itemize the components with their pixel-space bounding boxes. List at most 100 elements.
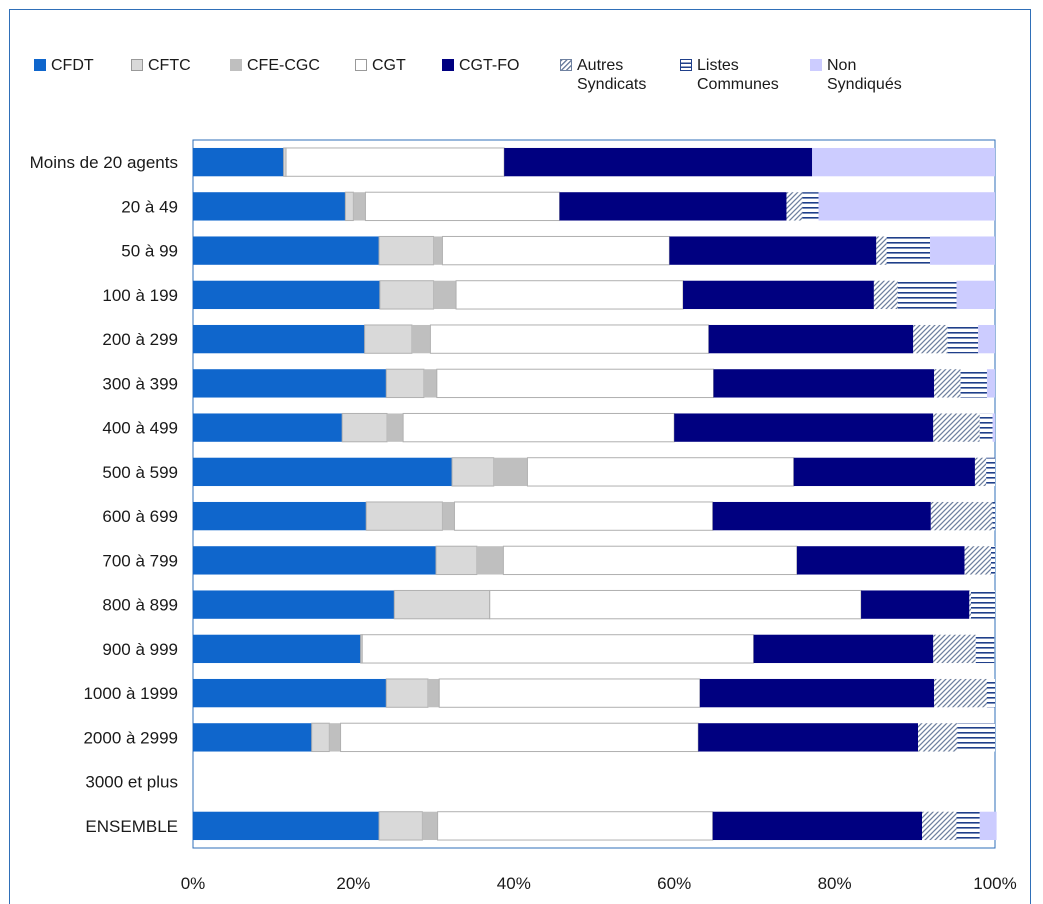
bar-group-600-à-699 [193, 501, 995, 531]
bar-segment-cfdt [193, 811, 380, 841]
bar-segment-listes-communes [956, 811, 980, 841]
bar-segment-cgt [340, 722, 699, 753]
bar-segment-non-syndiqués [992, 413, 995, 442]
legend-swatch [560, 59, 572, 71]
bar-segment-non-syndiqués [986, 369, 995, 398]
bar-segment-cfe-cgc [427, 678, 440, 708]
bar-segment-cgt-fo [712, 501, 931, 531]
y-tick-label: 300 à 399 [102, 374, 178, 393]
bar-segment-cftc [311, 722, 330, 753]
bar-segment-cfdt [193, 324, 365, 354]
bar-segment-cftc [393, 589, 491, 620]
bar-segment-cftc [378, 811, 423, 841]
bar-segment-cgt [364, 191, 561, 222]
bar-segment-autres-syndicats [934, 369, 961, 398]
x-tick-label: 0% [181, 874, 206, 893]
bar-segment-cgt [437, 811, 714, 841]
bar-segment-cftc [435, 545, 478, 576]
legend-label: CFDT [51, 57, 94, 74]
bar-segment-cftc [451, 457, 495, 487]
bar-segment-listes-communes [986, 457, 995, 487]
bar-group-1000-à-1999 [193, 678, 995, 708]
bar-group-800-à-899 [193, 589, 995, 620]
bar-segment-cgt-fo [504, 147, 813, 177]
y-tick-label: 20 à 49 [121, 197, 178, 216]
bar-segment-cfdt [193, 546, 437, 575]
legend-item-non-syndiqués: Non Syndiqués [810, 56, 902, 94]
bar-segment-cfe-cgc [442, 501, 455, 531]
bar-segment-cfe-cgc [387, 413, 404, 442]
legend-swatch [131, 59, 143, 71]
legend-swatch [34, 59, 46, 71]
bar-segment-cgt [429, 324, 710, 354]
bar-segment-listes-communes [947, 324, 979, 354]
y-tick-label: 200 à 299 [102, 330, 178, 349]
bar-segment-cfdt [193, 147, 284, 177]
bar-segment-cfdt [193, 413, 343, 442]
bar-segment-cfdt [193, 236, 380, 265]
legend-label: Autres Syndicats [577, 57, 647, 93]
bar-segment-autres-syndicats [974, 457, 987, 487]
bar-segment-autres-syndicats [873, 280, 898, 310]
legend-swatch [680, 59, 692, 71]
x-tick-label: 40% [497, 874, 531, 893]
bar-segment-cgt [502, 545, 798, 576]
bar-segment-cfe-cgc [423, 369, 437, 398]
legend-label: CFTC [148, 57, 191, 74]
bar-segment-cgt-fo [674, 413, 934, 442]
bar-segment-listes-communes [957, 723, 995, 752]
bar-segment-listes-communes [886, 236, 931, 265]
bar-segment-listes-communes [990, 546, 995, 575]
bar-group-700-à-799 [193, 545, 995, 576]
legend-item-listes-communes: Listes Communes [680, 56, 779, 94]
bar-segment-listes-communes [960, 369, 987, 398]
bar-segment-cgt [455, 280, 684, 310]
bar-segment-cgt [453, 501, 714, 531]
bar-group-100-à-199 [193, 280, 995, 310]
bar-segment-autres-syndicats [933, 634, 976, 664]
bar-segment-cfdt [193, 369, 387, 398]
bar-segment-cfe-cgc [329, 723, 341, 752]
bar-group-moins-de-20-agents [193, 147, 995, 177]
bar-segment-cfe-cgc [493, 457, 528, 487]
y-tick-label: ENSEMBLE [85, 817, 178, 836]
bar-segment-autres-syndicats [922, 811, 957, 841]
bar-segment-cftc [341, 412, 388, 443]
legend-item-cfdt: CFDT [34, 56, 94, 75]
bar-segment-cgt-fo [708, 324, 914, 354]
bar-segment-cgt-fo [699, 678, 935, 708]
bar-segment-non-syndiqués [956, 280, 995, 310]
bar-segment-cgt [438, 678, 701, 708]
bar-segment-cgt-fo [861, 590, 970, 619]
bar-segment-autres-syndicats [969, 590, 971, 619]
bar-segment-listes-communes [992, 501, 995, 531]
bar-segment-autres-syndicats [918, 723, 958, 752]
bar-segment-cgt-fo [712, 811, 923, 841]
bar-segment-listes-communes [970, 590, 995, 619]
bar-segment-cgt [441, 235, 670, 266]
bar-group-300-à-399 [193, 368, 995, 399]
x-tick-label: 100% [973, 874, 1016, 893]
chart-frame [9, 9, 1031, 904]
y-tick-label: 50 à 99 [121, 242, 178, 261]
legend-swatch [355, 59, 367, 71]
legend-label: CGT-FO [459, 57, 520, 74]
bar-segment-cfdt [193, 192, 346, 221]
bar-segment-cfdt [193, 678, 387, 708]
bar-segment-cftc [385, 678, 429, 708]
legend-label: Listes Communes [697, 57, 779, 93]
y-tick-label: 900 à 999 [102, 640, 178, 659]
bar-segment-autres-syndicats [934, 678, 987, 708]
legend-label: CGT [372, 57, 406, 74]
legend-item-autres-syndicats: Autres Syndicats [560, 56, 646, 94]
bar-segment-non-syndiqués [930, 236, 995, 265]
bar-group-ensemble [193, 811, 997, 841]
legend-label: CFE-CGC [247, 57, 320, 74]
y-tick-label: 800 à 899 [102, 596, 178, 615]
legend-item-cfe-cgc: CFE-CGC [230, 56, 320, 75]
legend-swatch [230, 59, 242, 71]
bar-segment-cfe-cgc [433, 280, 457, 310]
legend-item-cgt: CGT [355, 56, 406, 75]
bar-segment-cfe-cgc [411, 324, 431, 354]
bar-group-200-à-299 [193, 324, 995, 354]
